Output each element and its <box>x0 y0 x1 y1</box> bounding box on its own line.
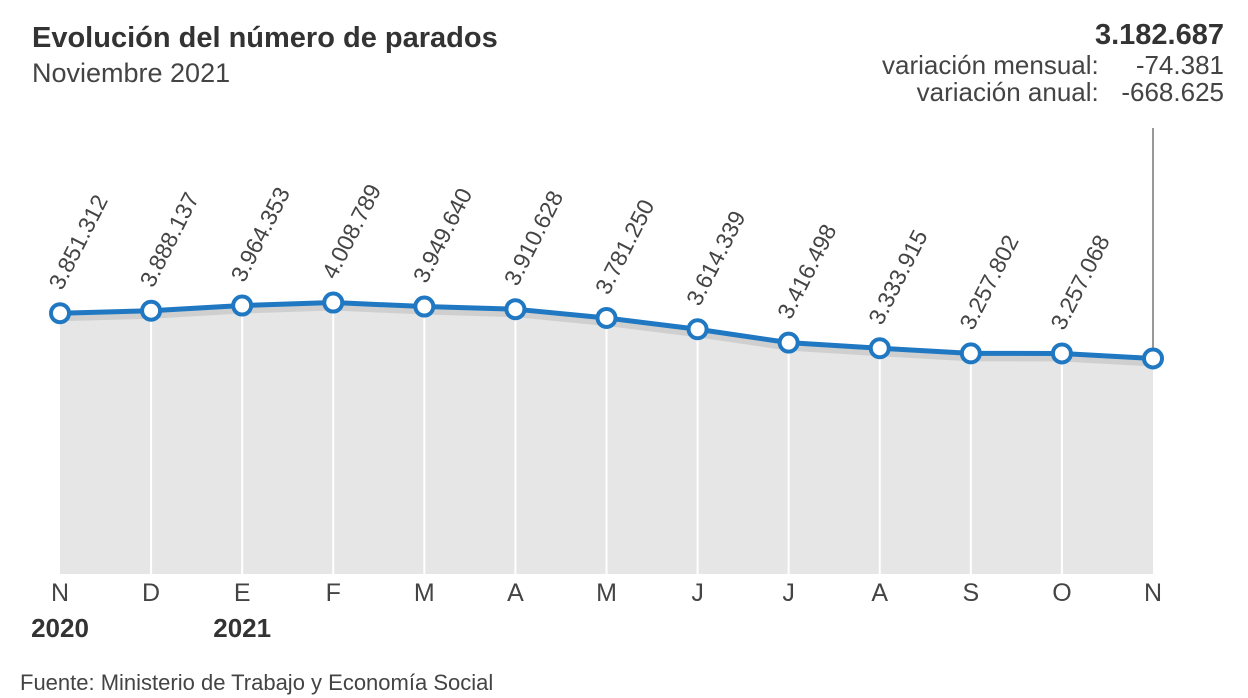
data-point <box>322 291 345 314</box>
x-tick-label: N <box>1144 579 1162 607</box>
x-tick-label: E <box>234 579 251 607</box>
data-label: 3.964.353 <box>225 183 295 286</box>
data-point <box>1050 342 1073 365</box>
data-point <box>595 306 618 329</box>
summary-box: 3.182.687 variación mensual: -74.381 var… <box>882 18 1224 106</box>
data-point <box>140 299 163 322</box>
data-label: 3.257.802 <box>954 231 1024 334</box>
data-label: 4.008.789 <box>317 180 387 283</box>
x-tick-label: N <box>51 579 69 607</box>
x-tick-label: A <box>871 579 888 607</box>
x-tick-label: D <box>142 579 160 607</box>
data-label: 3.333.915 <box>863 226 933 329</box>
data-label: 3.416.498 <box>772 220 842 323</box>
data-point <box>686 318 709 341</box>
chart-subtitle: Noviembre 2021 <box>32 58 231 88</box>
source-note: Fuente: Ministerio de Trabajo y Economía… <box>20 670 494 695</box>
data-point <box>777 331 800 354</box>
year-label: 2020 <box>31 613 89 643</box>
monthly-variation-value: -74.381 <box>1135 50 1224 80</box>
x-tick-label: M <box>414 579 435 607</box>
data-label: 3.614.339 <box>681 207 751 310</box>
data-label: 3.949.640 <box>408 184 478 287</box>
monthly-variation-label: variación mensual: <box>881 50 1099 80</box>
annual-variation-label: variación anual: <box>916 77 1099 107</box>
chart-title: Evolución del número de parados <box>32 22 498 54</box>
data-point <box>49 302 71 325</box>
monthly-variation: variación mensual: -74.381 <box>882 52 1224 79</box>
data-label: 3.910.628 <box>499 186 569 289</box>
data-label: 3.888.137 <box>134 188 204 291</box>
x-axis: N D E F M A M J J A S O N 2020 2021 <box>31 579 1162 643</box>
point-layer <box>49 291 1164 370</box>
data-point <box>231 294 254 317</box>
data-label: 3.257.068 <box>1045 231 1115 334</box>
latest-total: 3.182.687 <box>1094 19 1224 51</box>
x-tick-label: J <box>691 579 704 607</box>
x-tick-label: J <box>782 579 795 607</box>
year-label: 2021 <box>213 613 271 643</box>
gridline-layer <box>150 128 1154 574</box>
data-point <box>959 342 982 365</box>
data-label: 3.851.312 <box>43 191 113 294</box>
data-point <box>868 337 891 360</box>
x-tick-label: F <box>326 579 341 607</box>
data-point <box>504 298 527 321</box>
x-tick-label: S <box>962 579 979 607</box>
annual-variation: variación anual: -668.625 <box>882 79 1224 106</box>
annual-variation-value: -668.625 <box>1121 77 1224 107</box>
x-tick-label: A <box>507 579 524 607</box>
data-point <box>1142 347 1164 370</box>
data-label: 3.781.250 <box>590 195 660 298</box>
x-tick-label: O <box>1052 579 1071 607</box>
x-tick-label: M <box>596 579 617 607</box>
data-point <box>413 295 436 318</box>
